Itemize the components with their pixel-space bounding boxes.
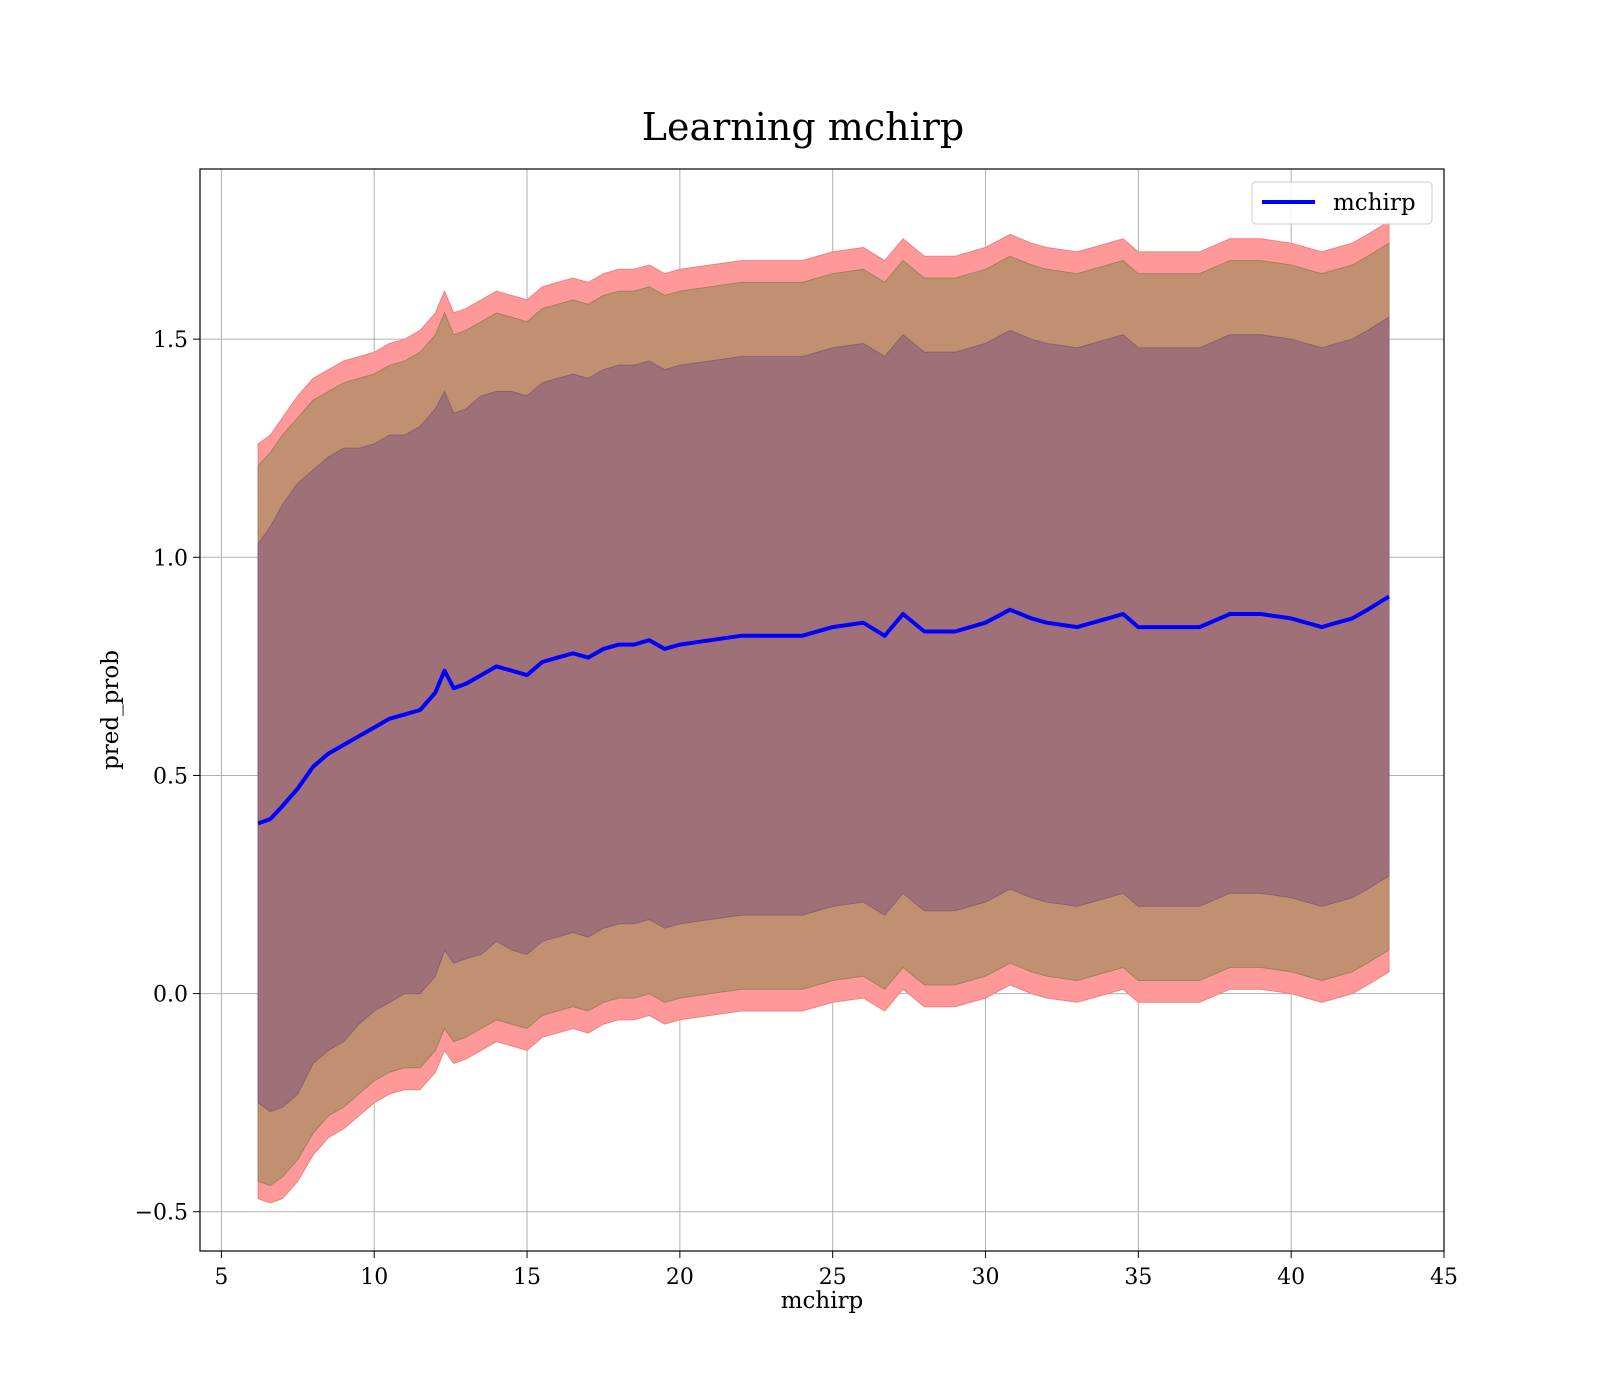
y-tick-label-0: −0.5 [135,1201,188,1226]
legend-box [1251,181,1433,225]
x-tick-label-2: 15 [513,1265,541,1290]
plot-frame [199,168,1445,1252]
series-lines [257,594,1391,826]
chart-title: Learning mchirp [642,105,964,149]
y-tick-label-1: 0.0 [153,983,188,1008]
y-axis-ticks: −0.5 0.0 0.5 1.0 1.5 [135,328,200,1226]
series-line-mchirp [257,594,1391,826]
x-axis-label: mchirp [781,1288,864,1314]
x-tick-label-3: 20 [666,1265,694,1290]
legend: mchirp [1251,181,1433,225]
y-axis-label: pred_prob [98,650,124,770]
band-inner [257,316,1390,1112]
y-tick-label-4: 1.5 [153,328,188,353]
y-tick-label-2: 0.5 [153,764,188,789]
x-tick-label-0: 5 [214,1265,228,1290]
x-tick-label-6: 35 [1124,1265,1152,1290]
x-tick-label-5: 30 [972,1265,1000,1290]
legend-label-mchirp: mchirp [1333,190,1416,216]
x-tick-label-7: 40 [1277,1265,1305,1290]
x-tick-label-4: 25 [819,1265,847,1290]
x-axis-ticks: 5 10 15 20 25 30 35 40 45 [214,1251,1458,1290]
x-tick-label-1: 10 [360,1265,388,1290]
confidence-bands [257,220,1390,1204]
x-tick-label-8: 45 [1430,1265,1458,1290]
y-tick-label-3: 1.0 [153,546,188,571]
